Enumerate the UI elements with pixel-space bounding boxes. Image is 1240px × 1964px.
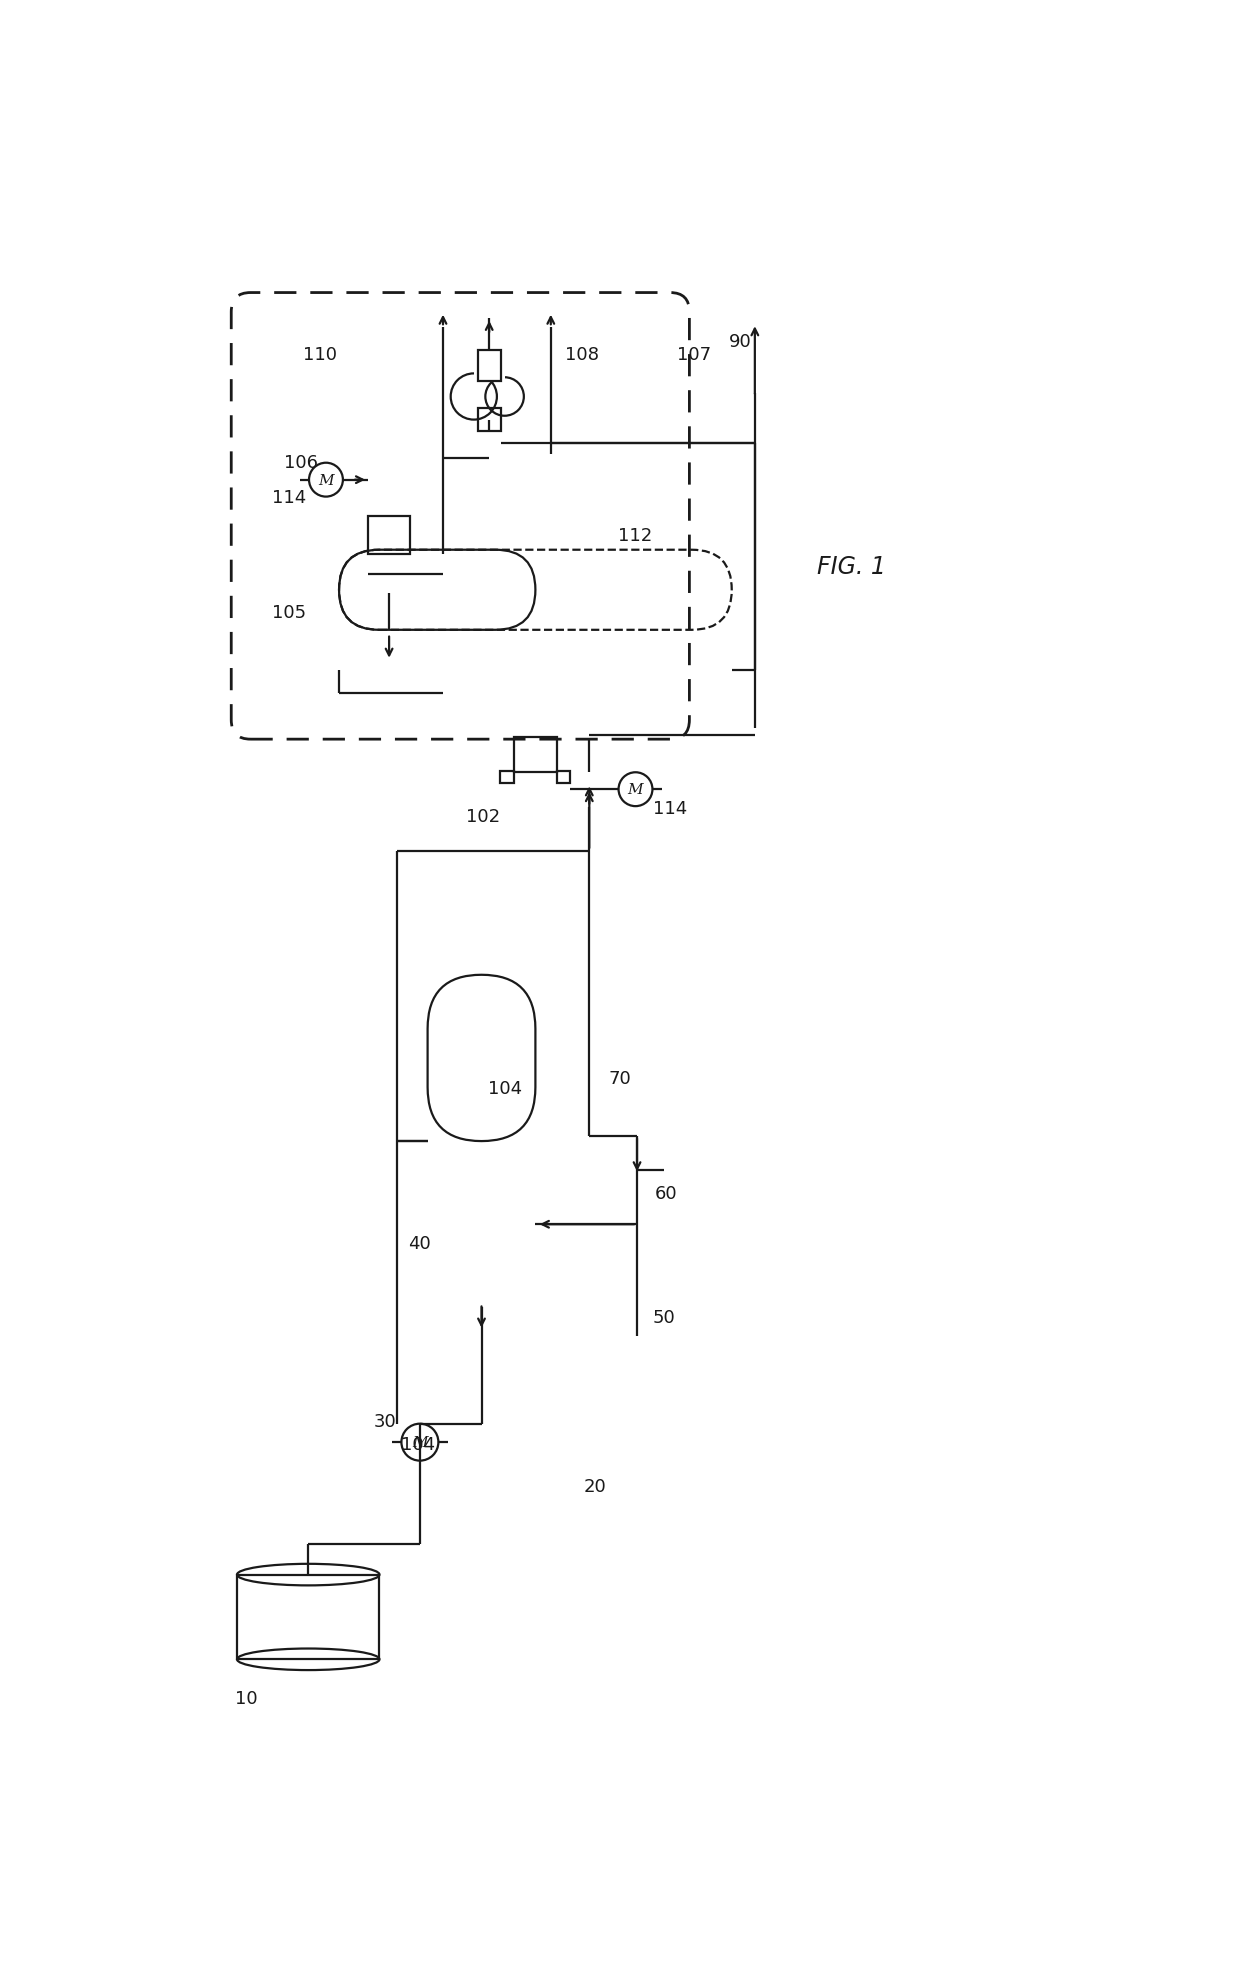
Text: 60: 60 (655, 1184, 677, 1202)
Text: 112: 112 (619, 526, 652, 544)
Text: 30: 30 (374, 1412, 397, 1430)
Text: M: M (319, 473, 334, 487)
Text: 102: 102 (466, 807, 500, 825)
Text: 40: 40 (408, 1235, 432, 1253)
Text: 104: 104 (402, 1436, 435, 1453)
Text: M: M (627, 784, 644, 797)
Text: 70: 70 (609, 1070, 631, 1088)
Text: 20: 20 (583, 1477, 606, 1495)
Text: 104: 104 (487, 1080, 522, 1098)
Text: 107: 107 (677, 346, 711, 363)
Bar (477, 352, 501, 381)
Bar (368, 517, 410, 556)
Text: 108: 108 (564, 346, 599, 363)
Text: 106: 106 (284, 454, 317, 471)
Text: FIG. 1: FIG. 1 (817, 554, 885, 579)
Text: 90: 90 (729, 332, 751, 352)
Bar (557, 772, 570, 784)
Bar (474, 352, 505, 381)
Bar (477, 409, 501, 432)
Text: 110: 110 (303, 346, 337, 363)
Bar (501, 772, 515, 784)
Text: 10: 10 (236, 1689, 258, 1707)
Text: 105: 105 (272, 603, 306, 623)
Text: M: M (412, 1436, 428, 1449)
Text: 50: 50 (652, 1308, 676, 1326)
Bar (515, 738, 557, 772)
Text: 114: 114 (653, 799, 687, 819)
Text: 114: 114 (272, 489, 306, 507)
Bar (237, 1575, 379, 1660)
